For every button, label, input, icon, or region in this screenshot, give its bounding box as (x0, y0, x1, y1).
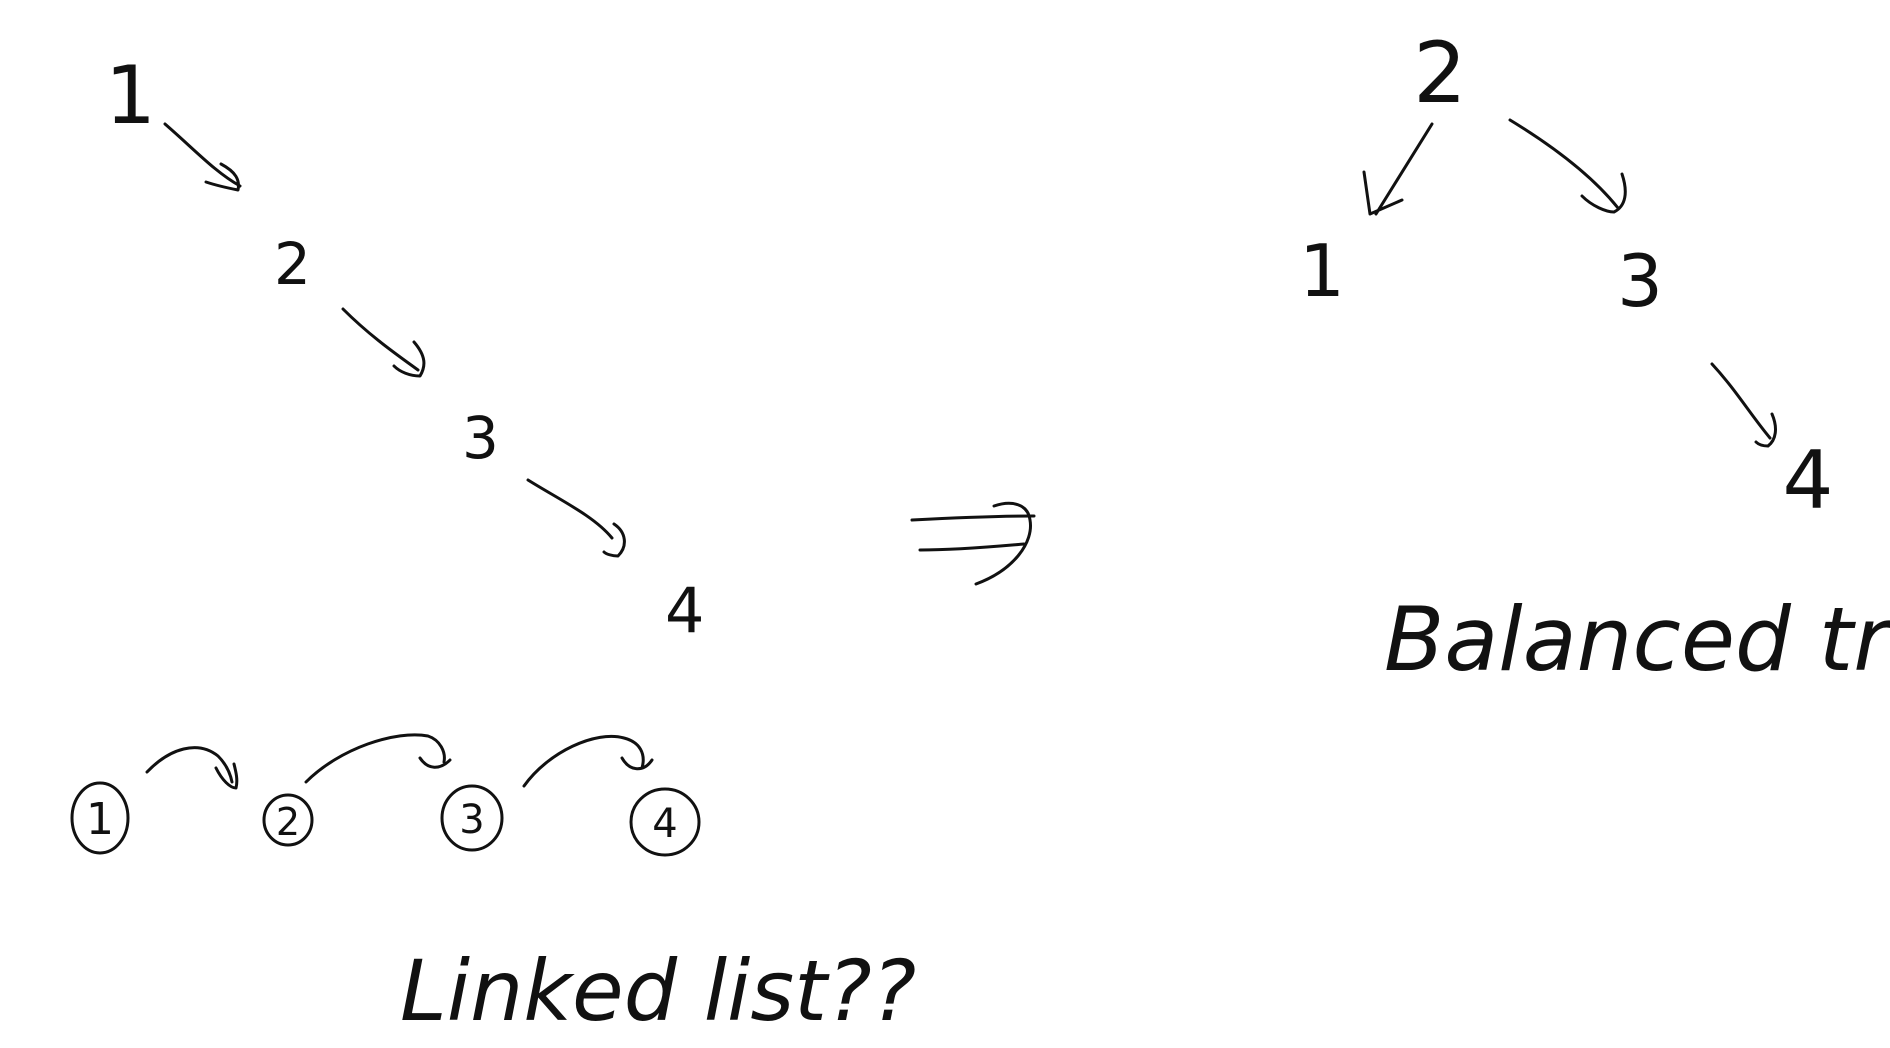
implies-arrow-head (974, 501, 1032, 586)
balanced-tree: 2 1 3 4 Balanced tree (1299, 24, 1890, 691)
implies-arrow (910, 501, 1036, 586)
tree-right-right-node: 4 (1783, 434, 1834, 527)
chain-arrow-3-4 (526, 478, 626, 558)
chain-node-2: 2 (274, 230, 311, 298)
tree-left-node: 1 (1299, 229, 1345, 313)
implies-arrow-bottom-line (918, 542, 1026, 552)
list-arrow-1-2 (145, 746, 239, 790)
list-arrow-3-4 (522, 734, 654, 788)
list-node-3: 3 (459, 797, 484, 843)
list-node-4: 4 (652, 801, 677, 847)
linked-list: 1 2 3 4 Linked list?? (70, 733, 916, 1040)
skewed-chain: 1 2 3 4 (105, 49, 704, 647)
tree-edge-root-right (1508, 118, 1627, 214)
chain-node-4: 4 (665, 574, 704, 647)
tree-edge-right-4 (1710, 362, 1777, 448)
chain-node-1: 1 (105, 49, 156, 142)
list-node-2: 2 (276, 800, 300, 844)
chain-node-3: 3 (462, 404, 499, 472)
tree-right-node: 3 (1617, 239, 1663, 323)
tree-root-node: 2 (1413, 24, 1466, 122)
tree-edge-root-left (1362, 122, 1434, 216)
list-node-3-circle (440, 784, 504, 852)
list-node-2-circle (262, 793, 314, 847)
chain-arrow-1-2 (163, 122, 242, 192)
implies-arrow-top-line (910, 514, 1036, 522)
chain-arrow-2-3 (341, 307, 426, 378)
balanced-tree-caption: Balanced tree (1384, 588, 1890, 691)
list-node-1-circle (70, 781, 130, 855)
linked-list-caption: Linked list?? (400, 942, 916, 1040)
list-arrow-2-3 (304, 733, 452, 784)
list-node-1: 1 (86, 794, 114, 845)
list-node-4-circle (629, 787, 701, 857)
